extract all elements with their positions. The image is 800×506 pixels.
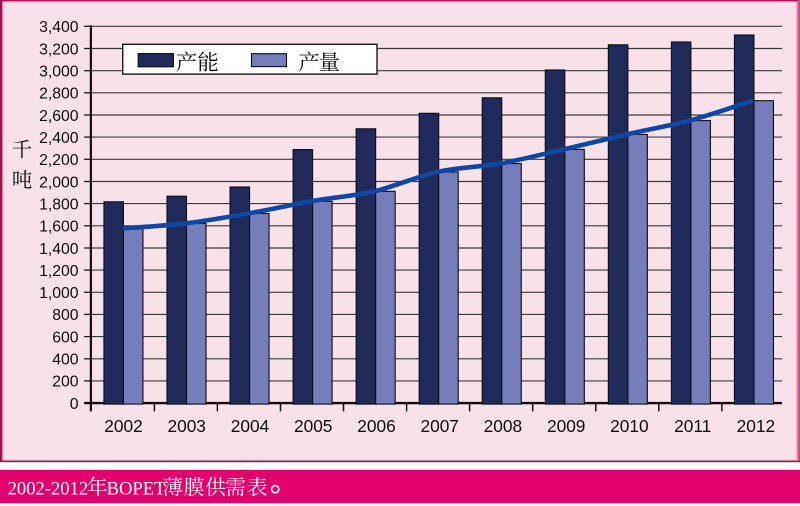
svg-text:1,800: 1,800 <box>39 196 79 213</box>
svg-text:2005: 2005 <box>294 416 332 436</box>
svg-text:2007: 2007 <box>420 416 458 436</box>
svg-text:2002: 2002 <box>104 416 142 436</box>
svg-text:200: 200 <box>52 374 79 391</box>
svg-text:2,400: 2,400 <box>39 130 79 147</box>
svg-text:2010: 2010 <box>610 416 648 436</box>
svg-text:400: 400 <box>52 352 79 369</box>
svg-text:BOPET: BOPET <box>107 479 167 500</box>
svg-text:2012: 2012 <box>737 416 775 436</box>
svg-text:2011: 2011 <box>674 416 711 436</box>
svg-text:1,000: 1,000 <box>39 285 79 302</box>
svg-text:2008: 2008 <box>484 416 522 436</box>
svg-text:2006: 2006 <box>357 416 395 436</box>
svg-text:0: 0 <box>70 396 79 413</box>
svg-text:2003: 2003 <box>167 416 205 436</box>
svg-text:3,200: 3,200 <box>39 41 79 58</box>
svg-text:1,200: 1,200 <box>39 263 79 280</box>
svg-text:2002-2012: 2002-2012 <box>8 479 89 500</box>
svg-text:2,600: 2,600 <box>39 108 79 125</box>
svg-text:3,400: 3,400 <box>39 19 79 36</box>
svg-text:2,000: 2,000 <box>39 174 79 191</box>
svg-text:600: 600 <box>52 329 79 346</box>
svg-text:2,200: 2,200 <box>39 152 79 169</box>
svg-text:2004: 2004 <box>231 416 270 436</box>
svg-text:1,400: 1,400 <box>39 241 79 258</box>
svg-text:1,600: 1,600 <box>39 219 79 236</box>
svg-text:800: 800 <box>52 307 79 324</box>
svg-text:2,800: 2,800 <box>39 86 79 103</box>
svg-text:3,000: 3,000 <box>39 64 79 81</box>
svg-text:2009: 2009 <box>547 416 585 436</box>
